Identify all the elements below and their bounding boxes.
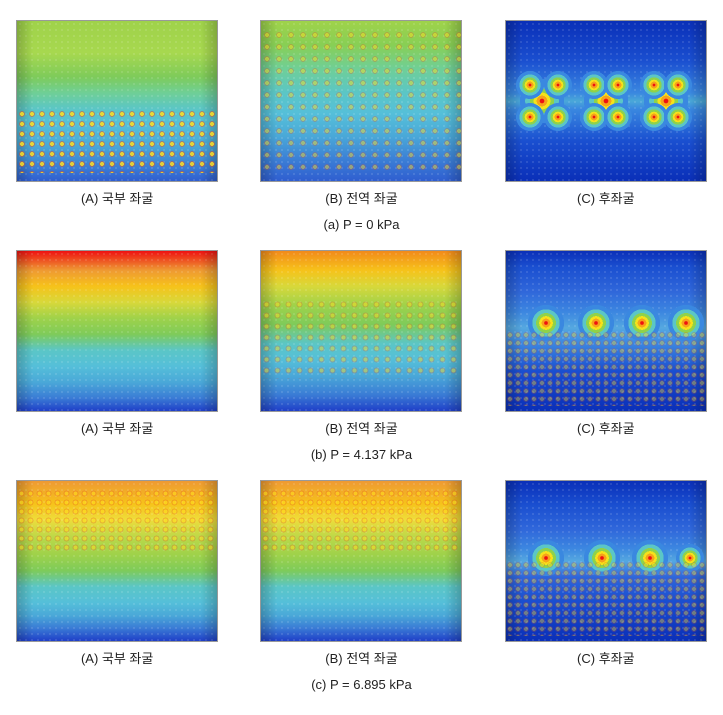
- row-group-caption: (c) P = 6.895 kPa: [311, 677, 412, 692]
- figure-cell: (A) 국부 좌굴: [10, 250, 224, 437]
- contour-plot: [260, 250, 462, 412]
- hotspot: [601, 68, 635, 102]
- hotspot: [541, 68, 575, 102]
- hotspot: [661, 100, 695, 134]
- cylinder-shade: [17, 251, 217, 411]
- cylinder-shade: [261, 21, 461, 181]
- hotspot: [541, 100, 575, 134]
- figure-cell: (B) 전역 좌굴: [254, 250, 468, 437]
- contour-plot: [16, 480, 218, 642]
- hotspot: [628, 536, 672, 580]
- hotspot: [577, 68, 611, 102]
- cylinder-shade: [506, 251, 706, 411]
- hotspot: [661, 68, 695, 102]
- hotspot: [524, 301, 568, 345]
- figure-row: (A) 국부 좌굴 (B) 전역 좌굴 (C) 후좌굴: [10, 20, 713, 207]
- figure-cell: (A) 국부 좌굴: [10, 480, 224, 667]
- cylinder-shade: [17, 21, 217, 181]
- contour-plot: [505, 480, 707, 642]
- cylinder-shade: [261, 251, 461, 411]
- cylinder-shade: [17, 481, 217, 641]
- figure-cell: (C) 후좌굴: [499, 480, 713, 667]
- subplot-caption: (A) 국부 좌굴: [81, 418, 153, 437]
- hotspot-layer: [506, 481, 706, 641]
- hotspot: [574, 301, 618, 345]
- row-group-caption: (b) P = 4.137 kPa: [311, 447, 412, 462]
- subplot-caption: (C) 후좌굴: [577, 188, 635, 207]
- hotspot: [673, 541, 707, 575]
- figure-grid: (A) 국부 좌굴(B) 전역 좌굴(C) 후좌굴(a) P = 0 kPa(A…: [10, 20, 713, 692]
- subplot-caption: (C) 후좌굴: [577, 418, 635, 437]
- subplot-caption: (B) 전역 좌굴: [325, 188, 397, 207]
- cylinder-shade: [506, 481, 706, 641]
- figure-cell: (C) 후좌굴: [499, 250, 713, 437]
- contour-plot: [505, 250, 707, 412]
- cylinder-shade: [506, 21, 706, 181]
- contour-plot: [16, 20, 218, 182]
- hotspot: [524, 536, 568, 580]
- contour-plot: [16, 250, 218, 412]
- figure-cell: (B) 전역 좌굴: [254, 480, 468, 667]
- hotspot-layer: [506, 251, 706, 411]
- hotspot: [620, 301, 664, 345]
- hotspot: [639, 74, 693, 128]
- subplot-caption: (A) 국부 좌굴: [81, 188, 153, 207]
- figure-row: (A) 국부 좌굴 (B) 전역 좌굴 (C) 후좌굴: [10, 250, 713, 437]
- hotspot: [637, 100, 671, 134]
- figure-row-group: (A) 국부 좌굴 (B) 전역 좌굴 (C) 후좌굴 (a) P = 0 kPa: [10, 20, 713, 232]
- hotspot: [515, 74, 569, 128]
- hotspot: [513, 100, 547, 134]
- hotspot: [577, 100, 611, 134]
- contour-plot: [505, 20, 707, 182]
- contour-plot: [260, 20, 462, 182]
- hotspot: [637, 68, 671, 102]
- contour-plot: [260, 480, 462, 642]
- hotspot: [664, 301, 707, 345]
- hotspot: [601, 100, 635, 134]
- figure-cell: (B) 전역 좌굴: [254, 20, 468, 207]
- cylinder-shade: [261, 481, 461, 641]
- subplot-caption: (B) 전역 좌굴: [325, 418, 397, 437]
- hotspot: [580, 536, 624, 580]
- hotspot: [579, 74, 633, 128]
- subplot-caption: (B) 전역 좌굴: [325, 648, 397, 667]
- subplot-caption: (C) 후좌굴: [577, 648, 635, 667]
- row-group-caption: (a) P = 0 kPa: [324, 217, 400, 232]
- figure-row: (A) 국부 좌굴 (B) 전역 좌굴 (C) 후좌굴: [10, 480, 713, 667]
- figure-cell: (A) 국부 좌굴: [10, 20, 224, 207]
- figure-row-group: (A) 국부 좌굴 (B) 전역 좌굴 (C) 후좌굴 (b) P = 4.137 k…: [10, 250, 713, 462]
- hotspot-layer: [506, 21, 706, 181]
- figure-cell: (C) 후좌굴: [499, 20, 713, 207]
- figure-row-group: (A) 국부 좌굴 (B) 전역 좌굴 (C) 후좌굴 (c) P = 6.895 k…: [10, 480, 713, 692]
- subplot-caption: (A) 국부 좌굴: [81, 648, 153, 667]
- hotspot: [513, 68, 547, 102]
